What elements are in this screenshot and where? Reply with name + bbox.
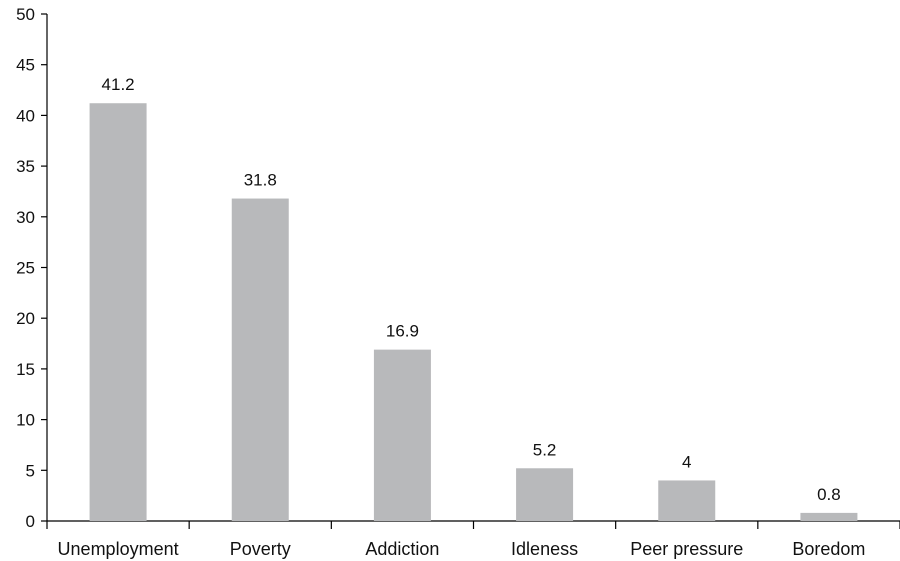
y-tick-label: 50 <box>16 5 35 24</box>
bar <box>373 349 431 521</box>
y-tick-label: 30 <box>16 208 35 227</box>
data-labels-group: 41.2 31.8 16.9 5.2 4 0.8 <box>102 75 841 504</box>
data-label: 4 <box>682 452 691 471</box>
y-tick-label: 10 <box>16 411 35 430</box>
x-tick-label: Idleness <box>511 539 578 559</box>
bar <box>231 198 289 521</box>
data-label: 31.8 <box>244 171 277 190</box>
y-tick-label: 25 <box>16 259 35 278</box>
x-tick-label: Poverty <box>230 539 291 559</box>
x-tick-label: Boredom <box>792 539 865 559</box>
y-axis: 0 5 10 15 20 25 30 35 40 45 50 <box>16 5 48 531</box>
bar <box>800 512 858 521</box>
bar <box>516 468 574 521</box>
y-tick-label: 20 <box>16 309 35 328</box>
x-tick-label: Unemployment <box>58 539 179 559</box>
x-tick-label: Peer pressure <box>630 539 743 559</box>
y-tick-label: 5 <box>26 461 35 480</box>
data-label: 41.2 <box>102 75 135 94</box>
data-label: 5.2 <box>533 440 557 459</box>
x-tick-label: Addiction <box>365 539 439 559</box>
x-axis: Unemployment Poverty Addiction Idleness Peer… <box>46 520 900 559</box>
bar <box>89 103 147 522</box>
bars-group <box>89 103 858 522</box>
y-tick-label: 0 <box>26 512 35 531</box>
y-tick-label: 15 <box>16 360 35 379</box>
bar <box>658 480 716 521</box>
y-tick-label: 35 <box>16 157 35 176</box>
y-tick-label: 45 <box>16 56 35 75</box>
y-tick-label: 40 <box>16 106 35 125</box>
data-label: 16.9 <box>386 322 419 341</box>
data-label: 0.8 <box>817 485 841 504</box>
